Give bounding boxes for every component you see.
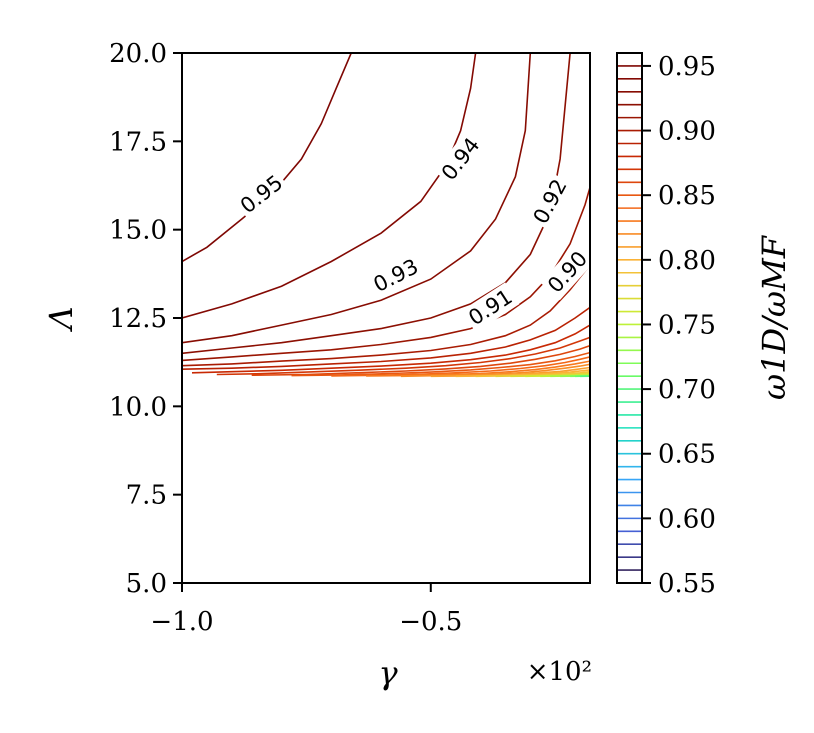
colorbar-tick-label: 0.70 [658, 375, 716, 405]
colorbar-label: ω1D/ωMF [755, 234, 793, 400]
contour-line [182, 53, 571, 355]
contour-line [182, 306, 590, 370]
plot-frame [181, 52, 591, 584]
x-tick-label: −0.5 [399, 607, 462, 637]
contour-label-background [461, 282, 520, 333]
colorbar [618, 52, 641, 584]
colorbar-tick-label: 0.85 [658, 181, 716, 211]
contour-line [182, 187, 590, 362]
colorbar-ticks: 0.55 0.60 0.65 0.70 0.75 0.80 0.85 0.90 0.95 [642, 52, 716, 599]
contour-line [182, 264, 590, 367]
y-axis-ticks: 5.0 7.5 10.0 12.5 15.0 17.5 20.0 [109, 39, 182, 599]
colorbar-tick-label: 0.65 [658, 440, 716, 470]
contour-line [182, 53, 352, 263]
y-tick-label: 7.5 [126, 481, 167, 511]
y-tick-label: 17.5 [109, 127, 167, 157]
colorbar-tick-label: 0.80 [658, 246, 716, 276]
contour-line [182, 53, 477, 319]
contour-label-background [233, 168, 291, 221]
contour-label-background [366, 252, 426, 299]
x-axis-ticks: −1.0 −0.5 [150, 583, 462, 637]
y-tick-label: 15.0 [109, 216, 167, 246]
contour-line [182, 53, 532, 344]
contour-label: 0.93 [370, 254, 423, 297]
y-tick-label: 10.0 [109, 392, 167, 422]
y-tick-label: 20.0 [109, 39, 167, 69]
x-axis-multiplier: ×10² [527, 657, 592, 687]
colorbar-tick-label: 0.55 [658, 569, 716, 599]
contour-line [216, 336, 590, 376]
colorbar-tick-label: 0.90 [658, 117, 716, 147]
y-tick-label: 5.0 [126, 569, 167, 599]
colorbar-frame [616, 52, 643, 584]
y-axis-label: Λ [42, 306, 80, 332]
contour-label-background [526, 172, 574, 231]
colorbar-tick-label: 0.75 [658, 310, 716, 340]
colorbar-tick-label: 0.60 [658, 504, 716, 534]
x-axis-label: γ [378, 654, 398, 692]
contour-label: 0.92 [529, 175, 572, 228]
contour-line [331, 356, 590, 377]
x-tick-label: −1.0 [150, 607, 213, 637]
y-tick-label: 12.5 [109, 304, 167, 334]
contour-line [291, 351, 590, 377]
contour-label-background [434, 130, 487, 188]
contour-line [251, 344, 590, 376]
contour-lines [182, 53, 590, 378]
colorbar-tick-label: 0.95 [658, 52, 716, 82]
contour-label-background [540, 244, 595, 301]
contour-line [191, 324, 590, 374]
